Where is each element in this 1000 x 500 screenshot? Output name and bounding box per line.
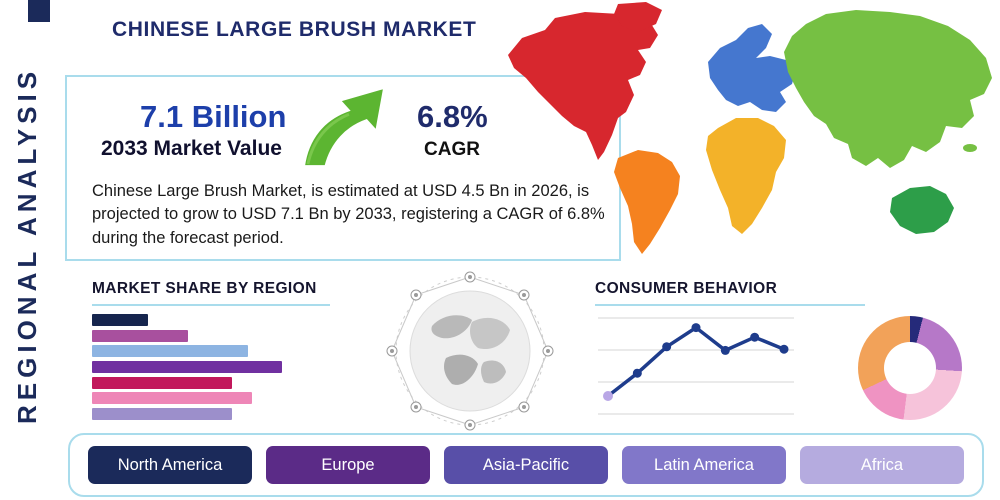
region-button-north-america[interactable]: North America: [88, 446, 252, 484]
bar-2: [92, 329, 188, 342]
line-marker-1: [603, 391, 613, 401]
bar-3: [92, 345, 248, 358]
stat-box: [65, 75, 621, 261]
continent-asia: [784, 10, 992, 168]
bar-5: [92, 376, 232, 389]
description-paragraph: Chinese Large Brush Market, is estimated…: [92, 182, 605, 247]
heading-consumer-behavior: CONSUMER BEHAVIOR: [595, 280, 865, 306]
donut-hole: [884, 342, 936, 394]
bar-4: [92, 360, 282, 373]
line-marker-6: [750, 332, 760, 342]
island-decor: [963, 144, 977, 152]
side-label: REGIONAL ANALYSIS: [12, 66, 42, 424]
world-map: [508, 2, 992, 254]
market-share-bar-chart: [92, 314, 292, 420]
bar-6: [92, 392, 252, 405]
continent-europe: [708, 24, 796, 112]
market-value-caption: 2033 Market Value: [101, 137, 282, 160]
corner-square-decor: [28, 0, 50, 22]
consumer-behavior-line-chart: [598, 317, 794, 415]
region-button-asia-pacific[interactable]: Asia-Pacific: [444, 446, 608, 484]
line-marker-4: [691, 323, 701, 333]
region-button-europe[interactable]: Europe: [266, 446, 430, 484]
continent-north-america: [508, 12, 658, 160]
page-title: CHINESE LARGE BRUSH MARKET: [112, 18, 477, 41]
line-marker-3: [662, 342, 672, 352]
region-button-latin-america[interactable]: Latin America: [622, 446, 786, 484]
growth-arrow-icon: [298, 84, 396, 168]
bar-7: [92, 407, 232, 420]
continent-greenland: [614, 2, 662, 32]
cagr-value: 6.8%: [417, 99, 488, 134]
region-button-africa[interactable]: Africa: [800, 446, 964, 484]
heading-market-share: MARKET SHARE BY REGION: [92, 280, 330, 306]
network-globe-icon: [372, 264, 568, 438]
bar-1: [92, 314, 148, 326]
region-buttons-bar: North America Europe Asia-Pacific Latin Ame…: [68, 433, 984, 497]
continent-africa: [706, 118, 786, 234]
continent-australia: [890, 186, 954, 234]
line-marker-2: [632, 368, 642, 378]
line-marker-7: [779, 344, 789, 354]
line-marker-5: [720, 345, 730, 355]
cagr-label: CAGR: [424, 139, 480, 160]
market-value-text: 7.1 Billion: [140, 99, 287, 134]
continent-south-america: [614, 150, 680, 254]
